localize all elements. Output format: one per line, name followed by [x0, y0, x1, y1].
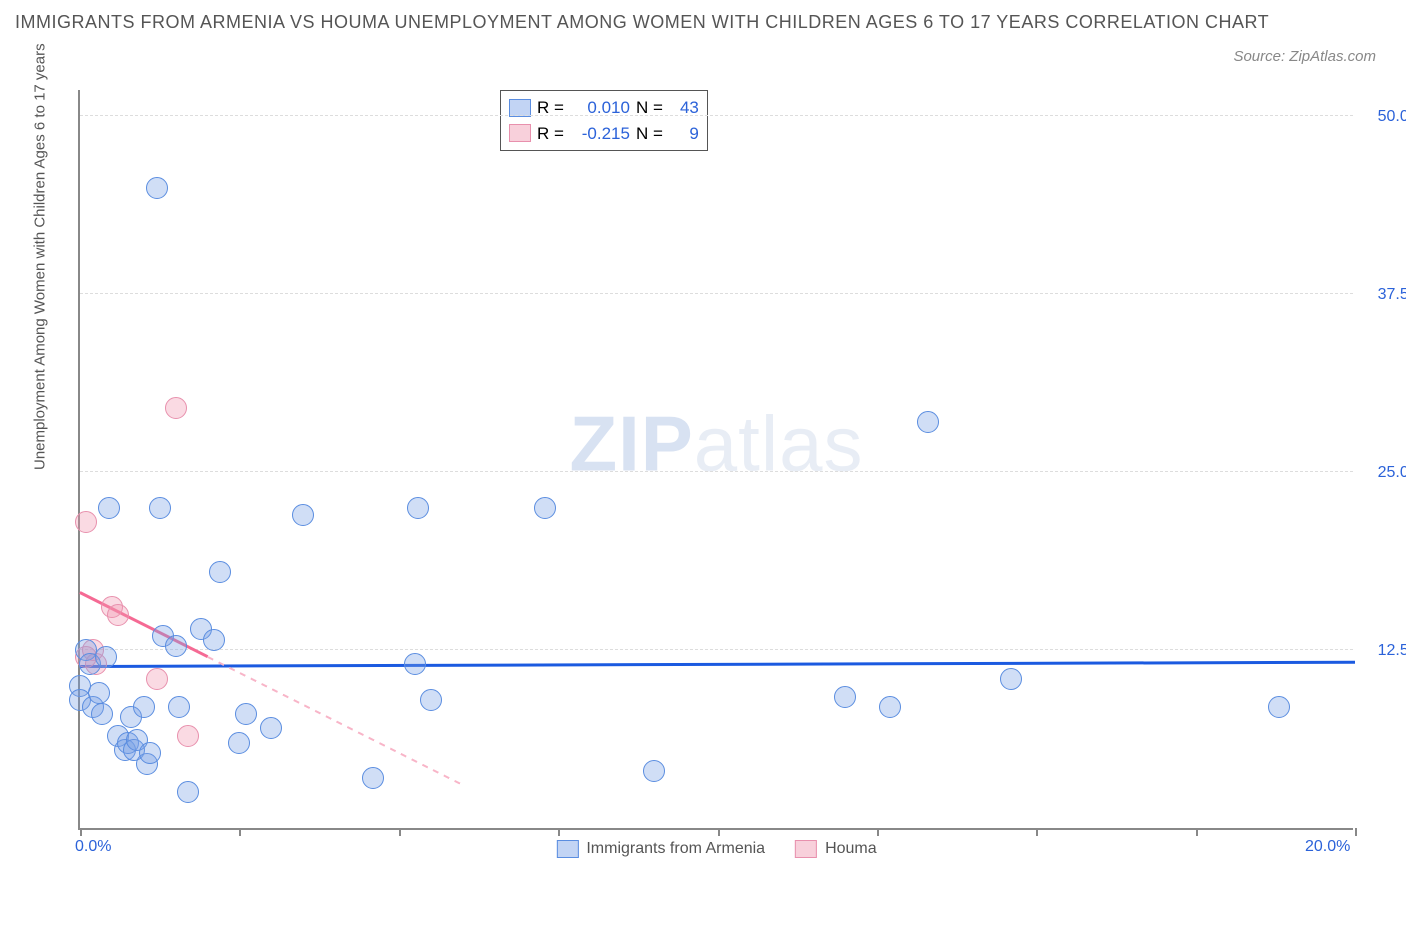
data-point — [95, 646, 117, 668]
x-tick — [1196, 828, 1198, 836]
stats-row-b: R = -0.215 N = 9 — [509, 121, 699, 147]
data-point — [75, 511, 97, 533]
n-value-b: 9 — [669, 121, 699, 147]
data-point — [168, 696, 190, 718]
chart-title: IMMIGRANTS FROM ARMENIA VS HOUMA UNEMPLO… — [15, 10, 1391, 35]
gridline — [80, 471, 1353, 472]
data-point — [834, 686, 856, 708]
data-point — [879, 696, 901, 718]
x-tick-label: 0.0% — [75, 838, 111, 856]
data-point — [1000, 668, 1022, 690]
r-value-a: 0.010 — [570, 95, 630, 121]
legend-swatch-a-icon — [556, 840, 578, 858]
data-point — [292, 504, 314, 526]
data-point — [1268, 696, 1290, 718]
r-value-b: -0.215 — [570, 121, 630, 147]
watermark-zip: ZIP — [569, 400, 693, 488]
chart-container: IMMIGRANTS FROM ARMENIA VS HOUMA UNEMPLO… — [0, 0, 1406, 930]
data-point — [107, 604, 129, 626]
n-label-a: N = — [636, 95, 663, 121]
data-point — [165, 635, 187, 657]
trend-line — [80, 660, 1355, 667]
data-point — [643, 760, 665, 782]
data-point — [146, 177, 168, 199]
n-value-a: 43 — [669, 95, 699, 121]
data-point — [228, 732, 250, 754]
data-point — [146, 668, 168, 690]
x-tick-label: 20.0% — [1305, 838, 1350, 856]
data-point — [404, 653, 426, 675]
data-point — [177, 781, 199, 803]
data-point — [917, 411, 939, 433]
data-point — [407, 497, 429, 519]
y-tick-label: 25.0% — [1363, 464, 1406, 482]
x-tick — [718, 828, 720, 836]
data-point — [420, 689, 442, 711]
x-tick — [877, 828, 879, 836]
gridline — [80, 649, 1353, 650]
data-point — [139, 742, 161, 764]
data-point — [235, 703, 257, 725]
data-point — [362, 767, 384, 789]
legend-label-b: Houma — [825, 840, 877, 858]
y-tick-label: 37.5% — [1363, 286, 1406, 304]
swatch-b-icon — [509, 124, 531, 142]
gridline — [80, 293, 1353, 294]
x-tick — [239, 828, 241, 836]
data-point — [203, 629, 225, 651]
stats-legend: R = 0.010 N = 43 R = -0.215 N = 9 — [500, 90, 708, 151]
data-point — [534, 497, 556, 519]
chart-area: Unemployment Among Women with Children A… — [48, 90, 1368, 850]
y-tick-label: 12.5% — [1363, 642, 1406, 660]
swatch-a-icon — [509, 99, 531, 117]
y-axis-label: Unemployment Among Women with Children A… — [32, 43, 49, 470]
y-tick-label: 50.0% — [1363, 108, 1406, 126]
plot-area: ZIPatlas R = 0.010 N = 43 R = -0.215 N =… — [78, 90, 1353, 830]
legend-label-a: Immigrants from Armenia — [586, 840, 765, 858]
legend-swatch-b-icon — [795, 840, 817, 858]
data-point — [133, 696, 155, 718]
x-tick — [80, 828, 82, 836]
x-tick — [399, 828, 401, 836]
data-point — [177, 725, 199, 747]
r-label-b: R = — [537, 121, 564, 147]
watermark-atlas: atlas — [694, 400, 864, 488]
bottom-legend: Immigrants from Armenia Houma — [556, 840, 876, 858]
watermark: ZIPatlas — [569, 399, 863, 490]
x-tick — [558, 828, 560, 836]
x-tick — [1036, 828, 1038, 836]
x-tick — [1355, 828, 1357, 836]
data-point — [260, 717, 282, 739]
source-credit: Source: ZipAtlas.com — [1233, 48, 1376, 65]
n-label-b: N = — [636, 121, 663, 147]
data-point — [88, 682, 110, 704]
data-point — [98, 497, 120, 519]
data-point — [165, 397, 187, 419]
legend-item-b: Houma — [795, 840, 877, 858]
legend-item-a: Immigrants from Armenia — [556, 840, 765, 858]
data-point — [209, 561, 231, 583]
data-point — [91, 703, 113, 725]
data-point — [149, 497, 171, 519]
r-label-a: R = — [537, 95, 564, 121]
gridline — [80, 115, 1353, 116]
stats-row-a: R = 0.010 N = 43 — [509, 95, 699, 121]
